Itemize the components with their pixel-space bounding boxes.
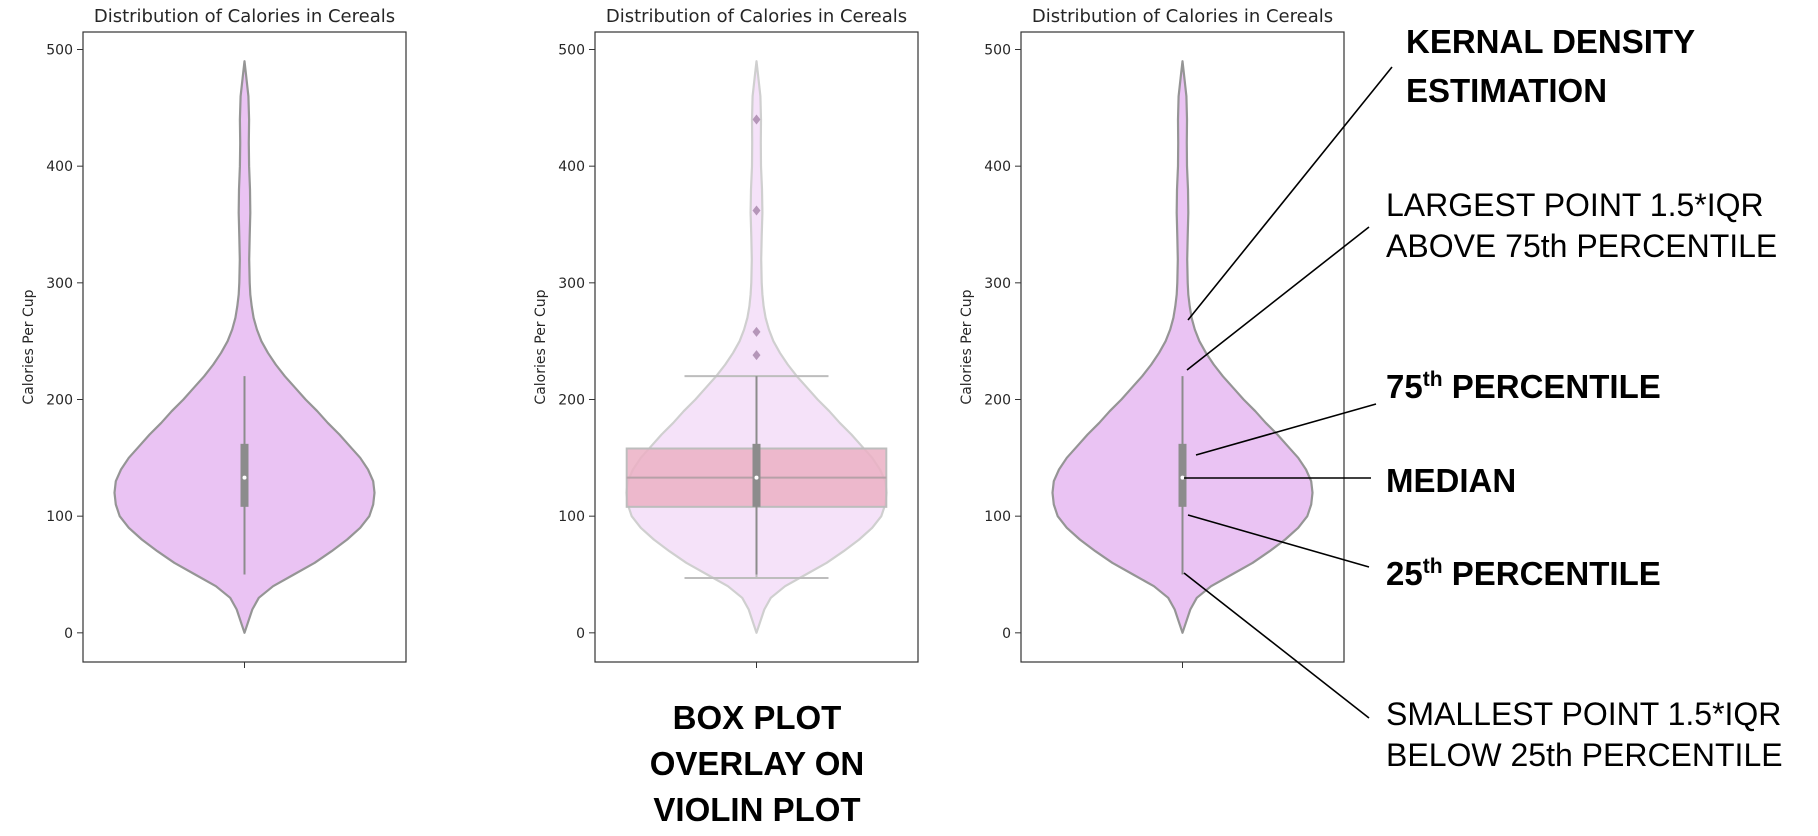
y-tick-label: 100 <box>46 509 73 525</box>
leader-line-75th <box>1195 403 1377 456</box>
annotation-largest-line1: LARGEST POINT 1.5*IQR <box>1386 187 1764 223</box>
y-tick-label: 100 <box>984 509 1011 525</box>
inner-median-dot <box>242 475 247 480</box>
y-tick-label: 100 <box>558 509 585 525</box>
y-axis-label: Calories Per Cup <box>959 289 975 404</box>
annotation-25th-percentile: 25th PERCENTILE <box>1386 555 1661 592</box>
outlier-point <box>752 350 761 361</box>
caption-line3: VIOLIN PLOT <box>653 791 860 828</box>
annotation-kde-line1: KERNAL DENSITY <box>1406 23 1695 60</box>
annotation-smallest-line2: BELOW 25th PERCENTILE <box>1386 737 1783 773</box>
y-tick-label: 200 <box>984 393 1011 409</box>
leader-line-largest <box>1186 226 1370 371</box>
inner-box <box>752 443 761 507</box>
annotation-median: MEDIAN <box>1386 462 1516 499</box>
inner-median-dot <box>1180 475 1185 480</box>
leader-line-kde <box>1187 66 1393 321</box>
annotation-group: KERNAL DENSITY ESTIMATION LARGEST POINT … <box>1386 23 1783 773</box>
annotation-25th-superscript: th <box>1423 555 1443 578</box>
annotated-violin-panel: Distribution of Calories in Cereals 0 100 2… <box>959 6 1345 668</box>
leader-line-25th <box>1187 514 1370 568</box>
annotation-25th-word: PERCENTILE <box>1443 555 1661 592</box>
plot-title: Distribution of Calories in Cereals <box>606 6 907 27</box>
leader-line-smallest <box>1183 572 1370 719</box>
caption-line1: BOX PLOT <box>673 699 842 736</box>
y-tick-label: 200 <box>46 393 73 409</box>
annotation-largest-line2: ABOVE 75th PERCENTILE <box>1386 228 1777 264</box>
annotation-75th-word: PERCENTILE <box>1443 368 1661 405</box>
annotation-smallest-line1: SMALLEST POINT 1.5*IQR <box>1386 696 1781 732</box>
annotation-75th-superscript: th <box>1423 368 1443 391</box>
annotation-75th-number: 75 <box>1386 368 1423 405</box>
violin-box-overlay-panel: Distribution of Calories in Cereals 0 100 2… <box>533 6 919 668</box>
inner-box <box>1178 443 1187 507</box>
plot-title: Distribution of Calories in Cereals <box>1032 6 1333 27</box>
outlier-point <box>752 326 761 337</box>
y-tick-label: 0 <box>64 626 73 642</box>
y-tick-label: 500 <box>558 43 585 59</box>
annotation-kde-line2: ESTIMATION <box>1406 72 1607 109</box>
annotation-leader-lines <box>1183 66 1393 719</box>
y-tick-label: 500 <box>46 43 73 59</box>
violin-body <box>113 60 376 634</box>
outlier-point <box>752 114 761 125</box>
caption-line2: OVERLAY ON <box>650 745 865 782</box>
y-tick-label: 400 <box>558 159 585 175</box>
y-tick-label: 400 <box>46 159 73 175</box>
y-tick-label: 300 <box>46 276 73 292</box>
inner-median-dot <box>754 475 759 480</box>
annotation-25th-number: 25 <box>1386 555 1423 592</box>
outlier-point <box>752 205 761 216</box>
caption-group: BOX PLOT OVERLAY ON VIOLIN PLOT <box>650 699 865 828</box>
annotation-75th-percentile: 75th PERCENTILE <box>1386 368 1661 405</box>
plot-title: Distribution of Calories in Cereals <box>94 6 395 27</box>
y-axis-label: Calories Per Cup <box>533 289 549 404</box>
y-tick-label: 200 <box>558 393 585 409</box>
y-tick-label: 0 <box>576 626 585 642</box>
y-tick-label: 400 <box>984 159 1011 175</box>
violin-panel-1: Distribution of Calories in Cereals 0 100 2… <box>21 6 407 668</box>
y-tick-label: 0 <box>1002 626 1011 642</box>
y-tick-label: 300 <box>984 276 1011 292</box>
inner-box <box>240 443 249 507</box>
y-tick-label: 500 <box>984 43 1011 59</box>
y-axis-label: Calories Per Cup <box>21 289 37 404</box>
y-tick-label: 300 <box>558 276 585 292</box>
